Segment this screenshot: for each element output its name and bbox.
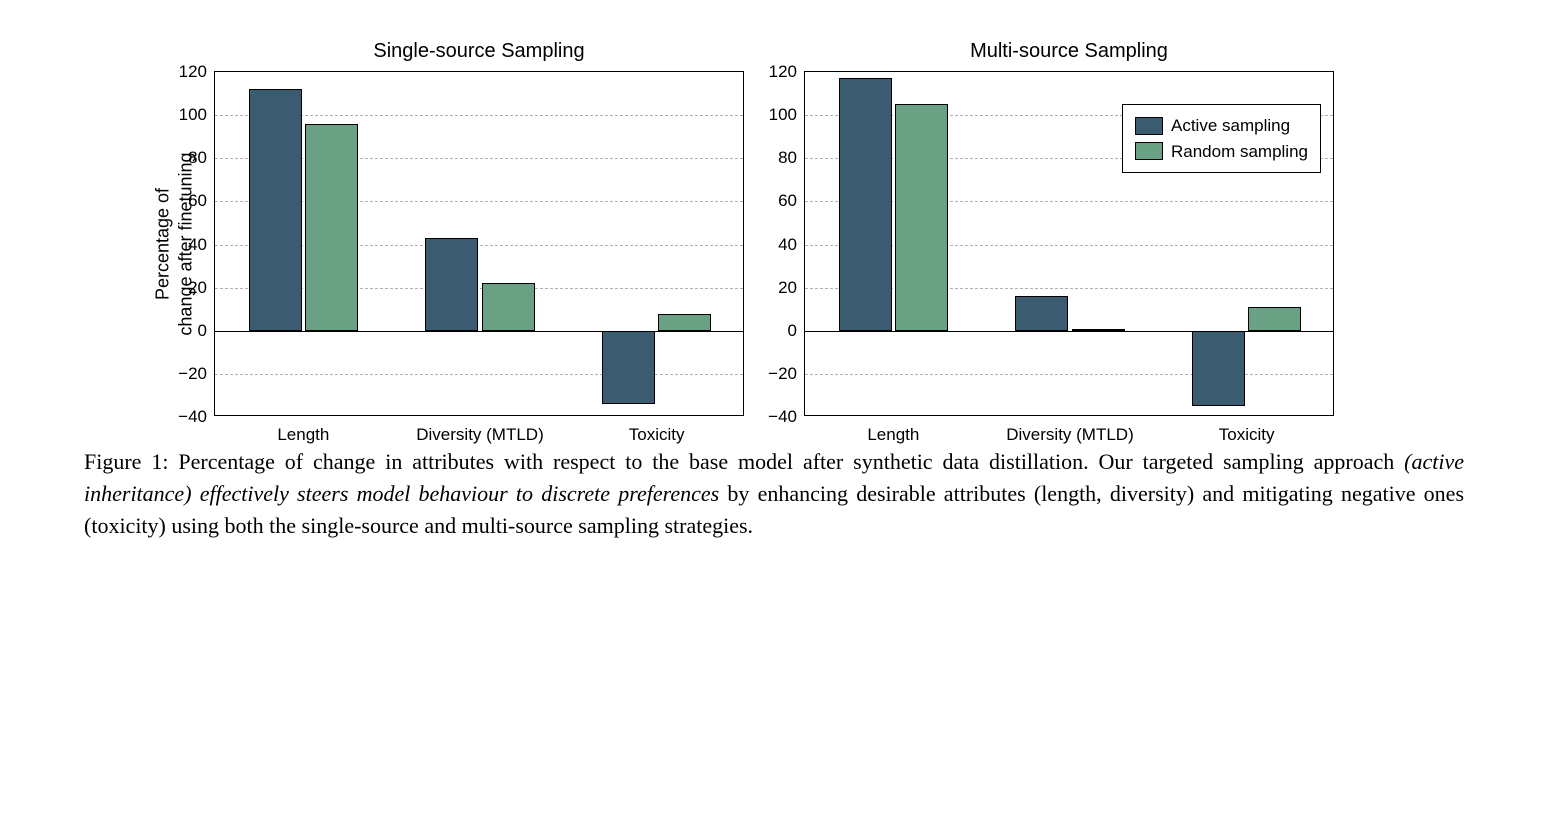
ytick-label: 120 bbox=[179, 62, 215, 82]
ytick-label: −20 bbox=[768, 364, 805, 384]
xtick-label: Length bbox=[277, 415, 329, 445]
bar-active bbox=[1192, 331, 1245, 406]
figure: Single-source Sampling Percentage of chan… bbox=[60, 40, 1488, 542]
legend-label: Random sampling bbox=[1171, 139, 1308, 165]
bar-random bbox=[1248, 307, 1301, 331]
xtick-label: Diversity (MTLD) bbox=[416, 415, 544, 445]
gridline bbox=[215, 374, 743, 375]
xtick-label: Diversity (MTLD) bbox=[1006, 415, 1134, 445]
ytick-label: 20 bbox=[188, 278, 215, 298]
figure-caption: Figure 1: Percentage of change in attrib… bbox=[84, 446, 1464, 542]
plot-area: −40−20020406080100120LengthDiversity (MT… bbox=[804, 71, 1334, 416]
legend-item: Active sampling bbox=[1135, 113, 1308, 139]
bar-random bbox=[895, 104, 948, 330]
chart-panel-1: Multi-source Sampling −40−200204060801001… bbox=[804, 40, 1334, 416]
ytick-label: 100 bbox=[179, 105, 215, 125]
bar-active bbox=[249, 89, 302, 331]
plot-area: −40−20020406080100120LengthDiversity (MT… bbox=[214, 71, 744, 416]
ytick-label: 40 bbox=[778, 235, 805, 255]
bar-random bbox=[482, 283, 535, 330]
bar-active bbox=[425, 238, 478, 331]
ytick-label: 0 bbox=[788, 321, 805, 341]
bar-random bbox=[658, 314, 711, 331]
ytick-label: 80 bbox=[188, 148, 215, 168]
chart-title: Multi-source Sampling bbox=[804, 40, 1334, 63]
bar-active bbox=[602, 331, 655, 404]
legend-swatch bbox=[1135, 142, 1163, 160]
ytick-label: 80 bbox=[778, 148, 805, 168]
zero-line bbox=[215, 331, 743, 332]
caption-text-1: Percentage of change in attributes with … bbox=[178, 449, 1404, 474]
ytick-label: −20 bbox=[178, 364, 215, 384]
ytick-label: 120 bbox=[769, 62, 805, 82]
charts-row: Single-source Sampling Percentage of chan… bbox=[60, 40, 1488, 416]
chart-panel-0: Single-source Sampling Percentage of chan… bbox=[214, 40, 744, 416]
ytick-label: 20 bbox=[778, 278, 805, 298]
ytick-label: 100 bbox=[769, 105, 805, 125]
xtick-label: Toxicity bbox=[629, 415, 685, 445]
bar-active bbox=[839, 78, 892, 330]
ytick-label: 60 bbox=[188, 191, 215, 211]
bar-random bbox=[305, 124, 358, 331]
ytick-label: 40 bbox=[188, 235, 215, 255]
zero-line bbox=[805, 331, 1333, 332]
gridline bbox=[805, 374, 1333, 375]
xtick-label: Toxicity bbox=[1219, 415, 1275, 445]
ytick-label: −40 bbox=[768, 407, 805, 427]
xtick-label: Length bbox=[867, 415, 919, 445]
legend-swatch bbox=[1135, 117, 1163, 135]
ytick-label: −40 bbox=[178, 407, 215, 427]
legend-label: Active sampling bbox=[1171, 113, 1290, 139]
chart-holder: Percentage of change after finetuning−40… bbox=[214, 71, 744, 416]
chart-title: Single-source Sampling bbox=[214, 40, 744, 63]
legend-item: Random sampling bbox=[1135, 139, 1308, 165]
legend: Active samplingRandom sampling bbox=[1122, 104, 1321, 173]
ytick-label: 0 bbox=[198, 321, 215, 341]
bar-active bbox=[1015, 296, 1068, 331]
caption-prefix: Figure 1: bbox=[84, 449, 178, 474]
ytick-label: 60 bbox=[778, 191, 805, 211]
chart-holder: −40−20020406080100120LengthDiversity (MT… bbox=[804, 71, 1334, 416]
